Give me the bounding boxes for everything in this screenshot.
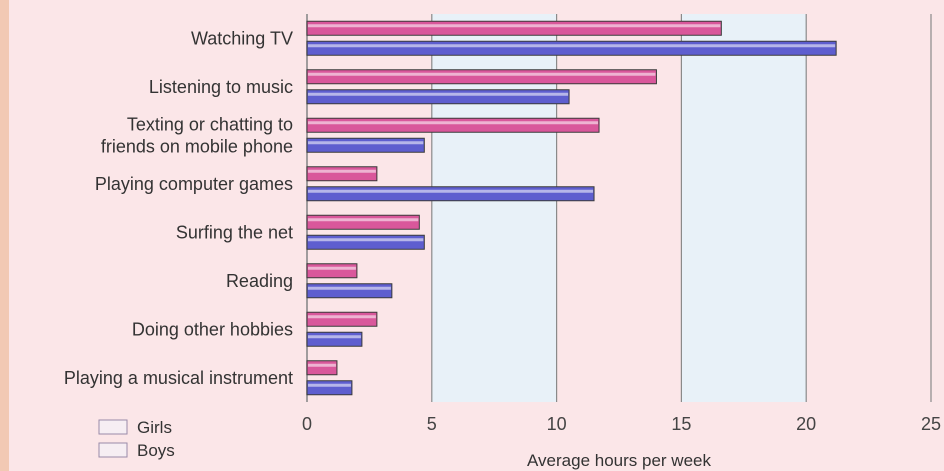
x-axis-title: Average hours per week [527, 451, 711, 470]
bar-highlight [308, 189, 594, 193]
bar-highlight [308, 218, 419, 222]
bar-girls [306, 117, 600, 133]
bar-highlight [308, 383, 351, 387]
category-label: friends on mobile phone [101, 136, 293, 156]
category-label: Texting or chatting to [127, 114, 293, 134]
plot-band [681, 14, 807, 402]
bar-girls [306, 69, 657, 85]
bar-highlight [308, 363, 336, 367]
bar-boys [306, 186, 595, 202]
bar-girls [306, 214, 420, 230]
bar-highlight [308, 44, 836, 48]
bar-highlight [308, 92, 569, 96]
bar-highlight [308, 335, 361, 339]
plot-band [806, 14, 931, 402]
bar-girls [306, 360, 338, 376]
legend-swatch-boys [98, 442, 128, 458]
x-tick-label: 15 [671, 414, 691, 434]
category-label: Listening to music [149, 77, 293, 97]
bar-boys [306, 89, 570, 105]
bar-highlight [308, 24, 721, 28]
legend-swatch-girls [98, 419, 128, 435]
category-label: Reading [226, 271, 293, 291]
category-label: Playing a musical instrument [64, 368, 293, 388]
left-edge-strip [0, 0, 9, 471]
bar-boys [306, 234, 425, 250]
bar-girls [306, 263, 358, 279]
x-tick-label: 5 [427, 414, 437, 434]
x-tick-label: 25 [921, 414, 941, 434]
legend-label-girls: Girls [137, 418, 172, 437]
bar-boys [306, 40, 837, 56]
category-label: Playing computer games [95, 174, 293, 194]
bar-boys [306, 137, 425, 153]
category-label: Watching TV [191, 28, 293, 48]
bar-highlight [308, 266, 356, 270]
bar-highlight [308, 169, 376, 173]
bar-highlight [308, 141, 424, 145]
category-label: Surfing the net [176, 222, 293, 242]
x-tick-label: 20 [796, 414, 816, 434]
bar-girls [306, 20, 722, 36]
bar-highlight [308, 72, 656, 76]
bar-highlight [308, 121, 599, 125]
bar-boys [306, 331, 363, 347]
bar-highlight [308, 315, 376, 319]
x-tick-label: 0 [302, 414, 312, 434]
bar-highlight [308, 238, 424, 242]
legend-label-boys: Boys [137, 441, 175, 460]
bar-boys [306, 283, 393, 299]
bar-boys [306, 380, 353, 396]
category-label: Doing other hobbies [132, 319, 293, 339]
x-tick-label: 10 [547, 414, 567, 434]
bar-girls [306, 166, 378, 182]
bar-highlight [308, 286, 391, 290]
bar-girls [306, 311, 378, 327]
